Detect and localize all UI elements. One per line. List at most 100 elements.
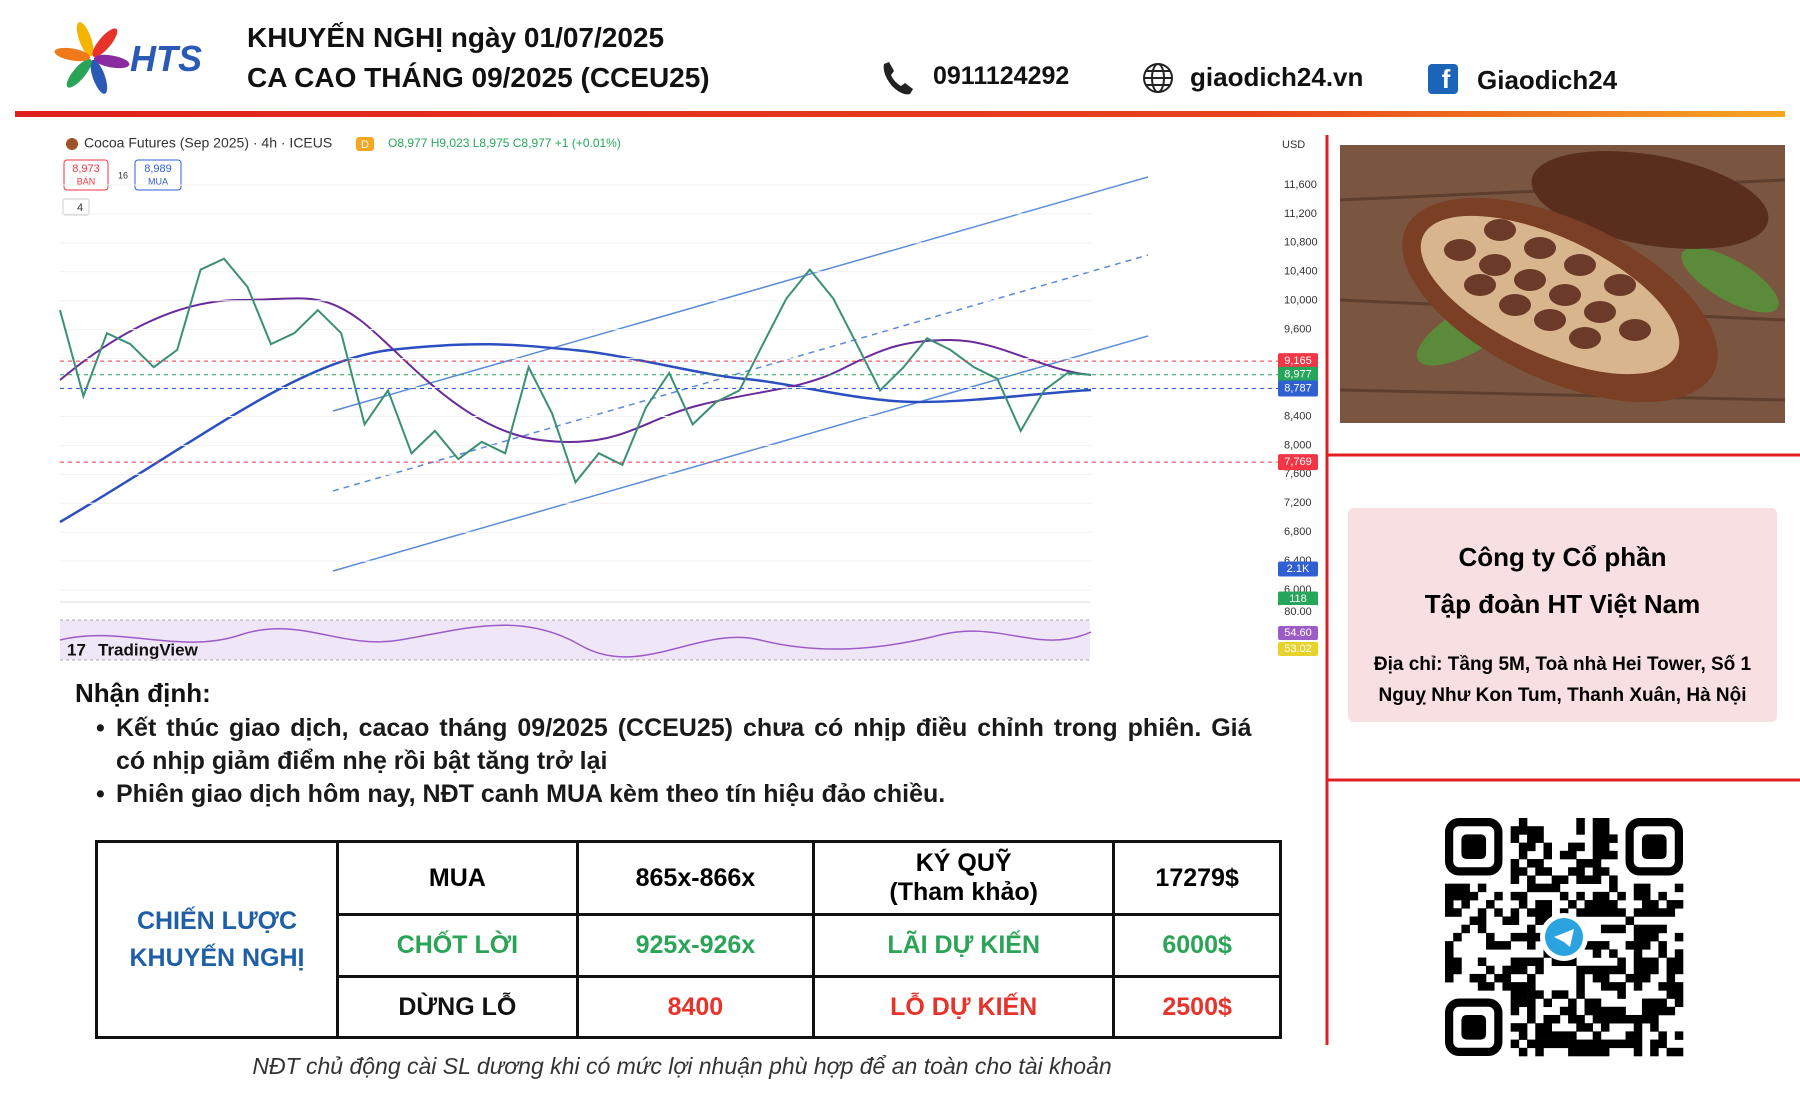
qr-module <box>1633 1023 1643 1032</box>
qr-finder <box>1444 818 1503 876</box>
qr-module <box>1617 1039 1626 1049</box>
qr-module <box>1559 875 1569 884</box>
y-tick-label: 10,400 <box>1284 266 1318 278</box>
qr-module <box>1518 1023 1528 1032</box>
qr-module <box>1592 834 1602 843</box>
qr-module <box>1650 1039 1659 1049</box>
qr-module <box>1592 900 1602 909</box>
ohlc: O8,977 H9,023 L8,975 C8,977 +1 (+0.01%) <box>388 136 621 150</box>
qr-module <box>1535 965 1544 975</box>
y-tick-label: 11,600 <box>1284 179 1317 191</box>
qr-module <box>1641 973 1651 983</box>
qr-module <box>1568 1047 1577 1057</box>
y-tick-label: 7,600 <box>1284 468 1312 480</box>
qr-module <box>1568 1006 1577 1016</box>
qr-module <box>1650 998 1659 1008</box>
qr-module <box>1658 1031 1667 1040</box>
qr-module <box>1518 867 1528 876</box>
qr-module <box>1535 826 1544 835</box>
brand-mark: 17 <box>67 640 86 659</box>
qr-module <box>1592 850 1602 860</box>
qr-module <box>1609 834 1618 843</box>
qr-module <box>1666 990 1676 999</box>
qr-module <box>1674 990 1684 999</box>
buy-label: MUA <box>148 176 168 186</box>
qr-module <box>1568 1039 1577 1049</box>
sell-price: 8,973 <box>72 163 100 175</box>
qr-module <box>1527 875 1536 884</box>
cell-text: KHUYẾN NGHỊ <box>129 943 305 972</box>
qr-module <box>1666 1047 1676 1057</box>
qr-module <box>1609 1039 1618 1049</box>
badge <box>356 137 374 151</box>
qr-module <box>1650 957 1659 967</box>
qr-module <box>1625 941 1635 950</box>
qr-module <box>1592 973 1602 983</box>
qr-module <box>1510 998 1520 1008</box>
qr-module <box>1650 1023 1659 1032</box>
qr-module <box>1568 867 1577 876</box>
qr-code <box>1444 818 1684 1057</box>
qr-module <box>1568 957 1577 967</box>
qr-module <box>1535 859 1544 868</box>
qr-module <box>1510 982 1520 991</box>
qr-module <box>1592 875 1602 884</box>
qr-module <box>1559 850 1569 860</box>
cell: CHỐT LỜI <box>336 913 579 978</box>
qr-module <box>1641 1014 1651 1024</box>
qr-module <box>1543 1023 1552 1032</box>
qr-module <box>1592 859 1602 868</box>
qr-module <box>1600 1047 1610 1057</box>
website: giaodich24.vn <box>1190 62 1364 92</box>
qr-module <box>1445 891 1454 901</box>
qr-module <box>1600 965 1610 975</box>
qr-module <box>1609 1014 1618 1024</box>
qr-module <box>1551 957 1561 967</box>
tag <box>1278 605 1318 619</box>
chart: Cocoa Futures (Sep 2025) · 4h · ICEUS D O8… <box>59 135 1318 659</box>
cocoa-photo <box>1339 145 1786 423</box>
indicators-box <box>62 198 90 216</box>
qr-module <box>1658 1006 1667 1016</box>
qr-module <box>1576 1047 1585 1057</box>
qr-module <box>1576 982 1585 991</box>
qr-module <box>1477 957 1487 967</box>
qr-module <box>1584 900 1594 909</box>
qr-module <box>1666 973 1676 983</box>
qr-module <box>1658 924 1667 934</box>
qr-finder <box>1625 818 1683 876</box>
qr-module <box>1625 973 1635 983</box>
qr-module <box>1650 1014 1659 1024</box>
qr-module <box>1633 1031 1643 1040</box>
qr-module <box>1658 982 1667 991</box>
price-tag <box>1278 366 1318 383</box>
qr-module <box>1527 1006 1536 1016</box>
qr-module <box>1453 957 1462 967</box>
qr-module <box>1666 965 1676 975</box>
qr-module <box>1641 891 1651 901</box>
cell: 8400 <box>575 975 816 1039</box>
footer-note: NĐT chủ động cài SL dương khi có mức lợi… <box>252 1053 1112 1079</box>
qr-module <box>1551 875 1561 884</box>
y-tick-label: 10,000 <box>1284 295 1318 307</box>
qr-module <box>1641 1006 1651 1016</box>
qr-module <box>1674 932 1684 942</box>
qr-module <box>1453 891 1462 901</box>
qr-module <box>1551 1014 1561 1024</box>
qr-module <box>1502 916 1511 925</box>
qr-module <box>1592 965 1602 975</box>
facebook-glyph: f <box>1442 64 1451 94</box>
qr-module <box>1600 818 1610 827</box>
cell-text: KÝ QUỸ <box>915 849 1012 877</box>
telegram-plane <box>1554 929 1574 947</box>
qr-module <box>1461 924 1470 934</box>
qr-module <box>1609 883 1618 893</box>
qr-module <box>1674 965 1684 975</box>
analysis-text: Phiên giao dịch hôm nay, NĐT canh MUA kè… <box>116 780 946 808</box>
qr-module <box>1625 1039 1635 1049</box>
qr-module <box>1535 908 1544 917</box>
header-rule <box>15 111 1785 117</box>
qr-module <box>1633 949 1643 958</box>
globe-icon <box>1143 63 1173 93</box>
